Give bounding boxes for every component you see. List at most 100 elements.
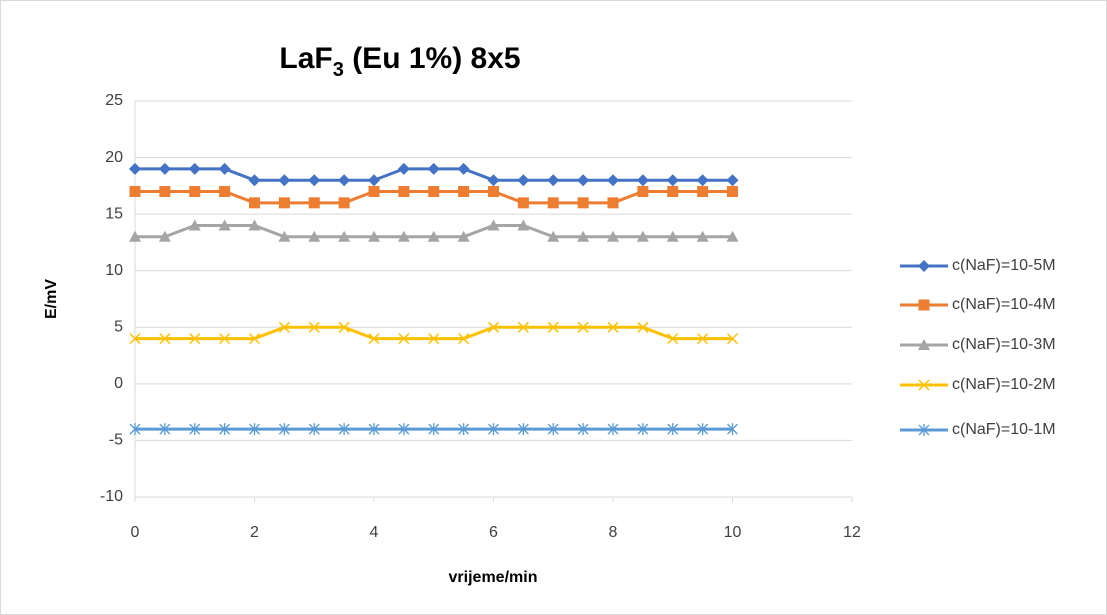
x-tick-label: 4 <box>370 524 379 541</box>
marker <box>577 423 589 436</box>
marker <box>428 423 440 436</box>
marker <box>488 423 499 436</box>
marker <box>696 174 709 187</box>
marker <box>338 197 350 209</box>
marker <box>398 423 410 436</box>
marker <box>338 174 351 187</box>
marker <box>398 186 410 198</box>
marker <box>726 333 739 345</box>
marker <box>458 423 470 436</box>
marker <box>696 230 709 242</box>
marker <box>338 230 351 242</box>
marker <box>397 162 410 175</box>
y-tick-label: 10 <box>105 262 123 279</box>
marker <box>308 230 321 242</box>
marker <box>248 174 261 187</box>
marker <box>368 174 380 187</box>
marker <box>368 333 380 345</box>
marker <box>368 186 380 198</box>
marker <box>159 186 171 198</box>
marker <box>368 230 380 242</box>
marker <box>577 197 589 209</box>
marker <box>158 162 171 175</box>
marker <box>577 321 589 333</box>
marker <box>666 174 679 187</box>
marker <box>727 423 738 436</box>
marker <box>667 186 679 198</box>
marker <box>517 321 529 333</box>
marker <box>188 162 201 175</box>
marker <box>517 174 530 187</box>
marker <box>308 423 320 436</box>
marker <box>667 333 679 345</box>
marker <box>129 186 141 198</box>
legend-label: c(NaF)=10-1M <box>952 421 1056 438</box>
marker <box>547 423 559 436</box>
marker <box>517 197 529 209</box>
marker <box>428 333 440 345</box>
marker <box>607 321 619 333</box>
marker <box>577 230 590 242</box>
marker <box>308 197 320 209</box>
marker <box>368 423 380 436</box>
y-tick-label: 20 <box>105 149 123 166</box>
x-tick-label: 8 <box>609 524 618 541</box>
marker <box>918 379 930 391</box>
marker <box>667 423 679 436</box>
marker <box>218 219 231 231</box>
marker <box>517 423 529 436</box>
marker <box>487 321 500 333</box>
marker <box>278 423 290 436</box>
marker <box>726 230 739 242</box>
marker <box>308 321 320 333</box>
marker <box>278 197 290 209</box>
y-axis-label: E/mV <box>43 279 60 319</box>
y-tick-label: 5 <box>114 319 123 336</box>
marker <box>397 230 410 242</box>
marker <box>637 186 649 198</box>
marker <box>918 424 930 436</box>
marker <box>918 299 930 311</box>
marker <box>248 219 261 231</box>
marker <box>697 186 709 198</box>
marker <box>278 230 291 242</box>
x-tick-label: 6 <box>489 524 498 541</box>
marker <box>517 219 530 231</box>
marker <box>428 186 440 198</box>
marker <box>278 174 291 187</box>
marker <box>607 174 619 187</box>
marker <box>547 230 560 242</box>
marker <box>189 186 201 198</box>
marker <box>188 219 201 231</box>
y-tick-label: 25 <box>105 92 123 109</box>
x-tick-label: 12 <box>843 524 861 541</box>
y-tick-label: 0 <box>114 375 123 392</box>
marker <box>488 186 499 198</box>
marker <box>918 260 930 272</box>
marker <box>697 333 709 345</box>
marker <box>547 321 559 333</box>
marker <box>457 162 470 175</box>
marker <box>219 186 231 198</box>
marker <box>338 321 350 333</box>
marker <box>487 174 500 187</box>
marker <box>457 230 470 242</box>
marker <box>607 230 619 242</box>
marker <box>487 219 500 231</box>
marker <box>129 230 141 242</box>
marker <box>636 174 649 187</box>
x-tick-label: 10 <box>724 524 742 541</box>
marker <box>398 333 410 345</box>
x-tick-label: 2 <box>250 524 259 541</box>
marker <box>129 423 141 436</box>
marker <box>308 174 321 187</box>
marker <box>278 321 290 333</box>
x-axis-label: vrijeme/min <box>449 569 538 586</box>
marker <box>159 423 171 436</box>
marker <box>129 333 141 345</box>
marker <box>218 162 231 175</box>
marker <box>607 197 619 209</box>
y-tick-label: -10 <box>100 488 123 505</box>
marker <box>918 339 930 350</box>
legend-label: c(NaF)=10-2M <box>952 376 1056 393</box>
